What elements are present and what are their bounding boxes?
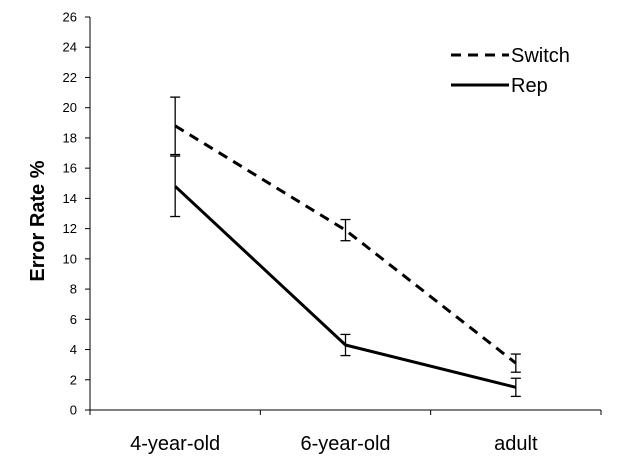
y-axis-title: Error Rate %: [27, 160, 49, 281]
y-tick-label: 6: [70, 312, 77, 327]
series-line-rep: [174, 185, 517, 389]
x-category-label: 4-year-old: [130, 433, 220, 455]
series-layer: [170, 96, 521, 398]
y-tick-label: 14: [63, 191, 77, 206]
y-tick-label: 4: [70, 342, 77, 357]
y-tick-label: 12: [63, 221, 77, 236]
y-tick-label: 2: [70, 372, 77, 387]
error-bar: [340, 333, 351, 357]
legend-label-switch: Switch: [511, 45, 570, 67]
error-bar: [340, 218, 351, 242]
error-bar: [170, 96, 181, 156]
y-tick-label: 26: [63, 10, 77, 25]
y-tick-label: 8: [70, 282, 77, 297]
x-axis: 4-year-old 6-year-old adult: [89, 409, 602, 455]
y-tick-label: 0: [70, 403, 77, 418]
x-category-label: 6-year-old: [300, 433, 390, 455]
series-switch: [170, 96, 521, 373]
y-tick-label: 22: [63, 70, 77, 85]
x-category-label: adult: [494, 433, 538, 455]
error-bar: [510, 377, 521, 398]
legend-label-rep: Rep: [511, 75, 548, 97]
error-bar: [170, 155, 181, 218]
series-line-switch: [174, 124, 517, 365]
error-bar: [510, 353, 521, 373]
y-tick-label: 24: [63, 40, 77, 55]
y-tick-label: 10: [63, 251, 77, 266]
series-rep: [170, 155, 521, 398]
y-tick-label: 18: [63, 130, 77, 145]
legend: Switch Rep: [451, 45, 570, 97]
y-tick-label: 16: [63, 161, 77, 176]
y-tick-label: 20: [63, 100, 77, 115]
